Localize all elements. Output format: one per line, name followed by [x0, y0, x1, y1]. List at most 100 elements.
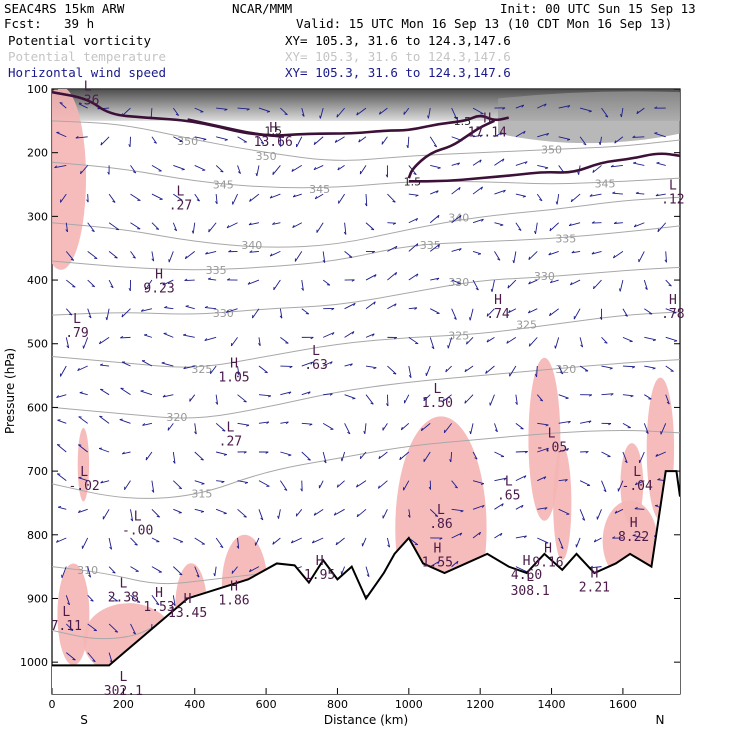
wind-vector: [194, 136, 207, 140]
extremum-high: H1.53: [143, 586, 174, 615]
extremum-kind: H: [669, 293, 677, 308]
wind-vector-head: [528, 343, 531, 347]
wind-vector: [643, 279, 648, 290]
wind-vector-head: [456, 561, 459, 565]
wind-vector-head: [560, 546, 564, 550]
theta-contour-label: 345: [309, 183, 330, 196]
extremum-value: 1.53: [143, 600, 174, 615]
wind-vector: [183, 365, 195, 370]
wind-vector: [601, 393, 614, 396]
wind-vector-head: [156, 515, 160, 518]
wind-vector-head: [545, 424, 549, 427]
wind-vector-head: [469, 317, 471, 321]
extrema-labels: L.36H13.66H17.14L.27L.12H9.23L.79H.74H.7…: [51, 80, 685, 699]
wind-vector: [509, 365, 517, 377]
wind-vector: [164, 307, 174, 310]
wind-vector-head: [269, 253, 273, 257]
wind-vector-head: [465, 341, 468, 345]
wind-vector: [591, 250, 602, 255]
wind-vector: [344, 363, 353, 367]
extremum-value: 1.86: [218, 593, 249, 608]
extremum-value: -.00: [122, 523, 153, 538]
wind-vector-head: [359, 455, 362, 459]
wind-vector: [660, 423, 667, 435]
wind-vector-head: [459, 532, 463, 536]
y-tick-label: 400: [27, 274, 48, 287]
wind-vector-head: [151, 489, 155, 493]
wind-vector: [185, 305, 195, 310]
wind-vector-head: [500, 224, 504, 227]
wind-vector-head: [603, 489, 607, 493]
wind-vector-head: [555, 201, 558, 205]
wind-vector-head: [155, 228, 159, 230]
wind-vector: [162, 279, 174, 286]
wind-vector-head: [585, 451, 589, 454]
wind-vector: [78, 416, 88, 424]
wind-vector-head: [336, 484, 339, 488]
wind-vector-head: [399, 456, 402, 460]
wind-vector: [81, 537, 89, 549]
wind-vector: [408, 336, 419, 345]
pv-contours: 1.51.51.5: [52, 90, 680, 188]
wind-vector: [466, 337, 474, 345]
wind-vector-head: [480, 483, 485, 485]
wind-vector-head: [631, 366, 636, 369]
wind-vector-head: [564, 479, 568, 482]
wind-vector-head: [288, 391, 292, 395]
wind-vector: [382, 423, 388, 431]
field-theta-xy: XY= 105.3, 31.6 to 124.3,147.6: [285, 49, 511, 64]
terrain: [52, 470, 680, 694]
wind-vector-head: [151, 258, 155, 262]
positive-pv-patch: [52, 89, 87, 270]
wind-vector-head: [91, 285, 95, 288]
wind-vector-head: [633, 161, 637, 164]
wind-vector: [75, 136, 88, 139]
wind-vector-head: [657, 228, 660, 232]
wind-vector-head: [140, 308, 144, 312]
wind-vector: [272, 165, 281, 175]
wind-vector-head: [619, 288, 621, 292]
theta-contour-label: 335: [420, 239, 441, 252]
wind-vector: [256, 165, 260, 177]
wind-vector: [65, 595, 71, 605]
wind-vector: [173, 480, 183, 490]
wind-vector: [430, 164, 441, 169]
theta-contours: 350 350 350 345 345 345 340 340 335 335 335 330 330 3…: [52, 120, 680, 694]
wind-vector-head: [589, 394, 593, 397]
wind-vector: [100, 136, 110, 146]
wind-vector-head: [644, 287, 648, 290]
wind-vector-head: [614, 510, 618, 514]
wind-vector-head: [589, 194, 593, 197]
wind-vector-head: [208, 229, 210, 233]
wind-vector: [121, 308, 131, 318]
wind-vector: [173, 537, 184, 543]
wind-vector-head: [77, 510, 81, 513]
wind-vector-head: [598, 141, 601, 146]
wind-vector-head: [609, 367, 613, 370]
wind-vector: [130, 509, 134, 522]
wind-vector: [301, 107, 305, 117]
wind-vector-head: [567, 105, 571, 108]
wind-vector-head: [295, 513, 298, 517]
wind-vector: [216, 136, 228, 141]
wind-vector: [151, 537, 160, 543]
wind-vector-head: [416, 243, 419, 247]
wind-vector-head: [477, 253, 481, 255]
wind-vector-head: [604, 341, 608, 344]
wind-vector: [232, 193, 238, 205]
wind-vector: [365, 301, 376, 310]
wind-vector-head: [336, 114, 338, 118]
wind-vector: [356, 508, 367, 518]
wind-vector: [108, 193, 116, 203]
wind-vector: [358, 136, 367, 143]
wind-vector: [494, 423, 498, 432]
wind-vector-head: [431, 346, 435, 350]
wind-vector-head: [634, 482, 638, 486]
wind-vector: [491, 279, 495, 292]
wind-vector: [204, 336, 217, 342]
wind-vector-head: [392, 222, 397, 225]
wind-vector-head: [543, 476, 547, 480]
wind-vector: [451, 560, 459, 567]
wind-vector: [558, 136, 571, 140]
y-tick-label: 900: [27, 592, 48, 605]
